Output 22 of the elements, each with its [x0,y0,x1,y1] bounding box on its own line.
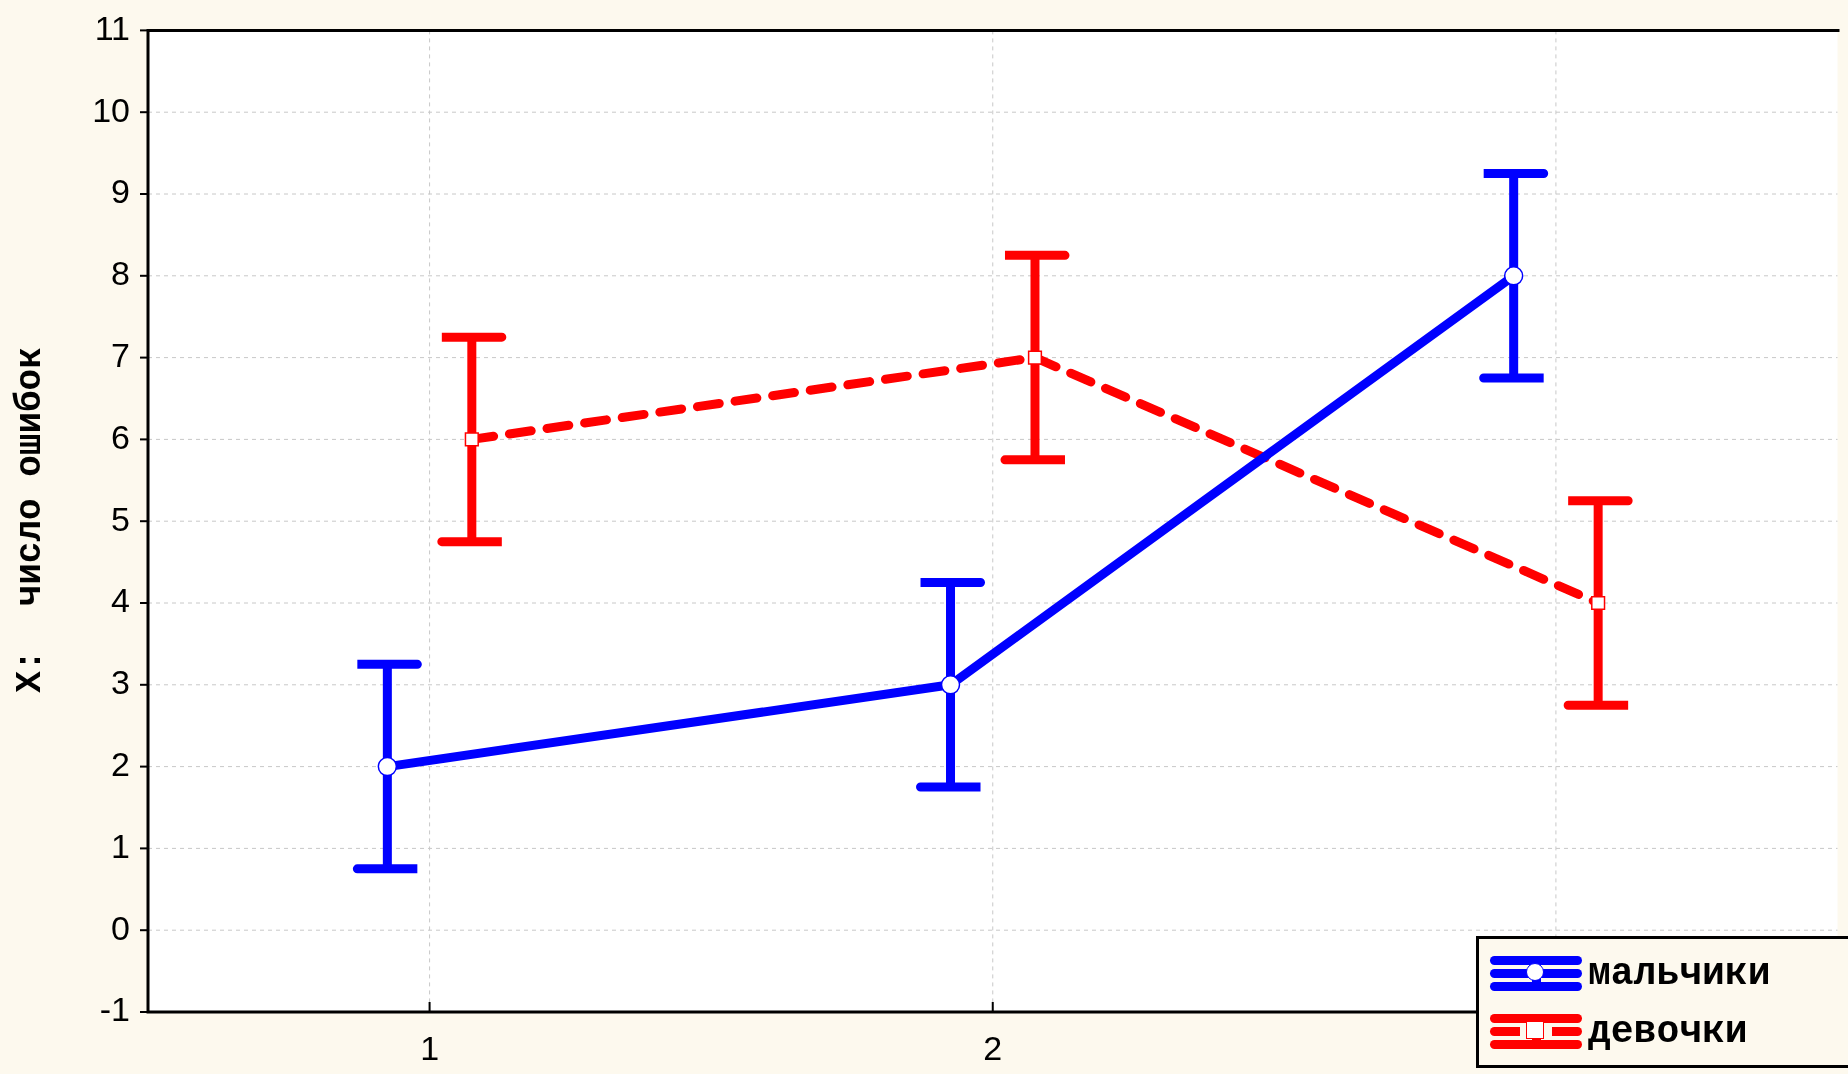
legend-label: мальчики [1588,951,1771,995]
y-tick-label: 7 [111,335,130,374]
y-axis-title: X: число ошибок [9,347,51,693]
y-tick-label: 0 [111,908,130,947]
y-tick-label: -1 [99,990,130,1029]
y-tick-label: 2 [111,744,130,783]
y-tick-label: 10 [92,90,130,129]
y-tick-label: 11 [94,8,130,47]
y-tick-label: 8 [111,254,130,293]
point [1027,350,1043,365]
y-tick-label: 5 [111,499,130,538]
y-tick-label: 3 [111,663,130,702]
point [1503,266,1524,286]
point [940,675,961,695]
point [1591,595,1606,611]
legend-label: девочки [1588,1009,1748,1053]
y-tick-label: 4 [111,581,130,620]
point [377,756,398,777]
point [464,432,479,447]
y-tick-label: 9 [111,172,130,211]
y-tick-label: 6 [111,417,130,456]
y-tick-label: 1 [111,826,130,865]
